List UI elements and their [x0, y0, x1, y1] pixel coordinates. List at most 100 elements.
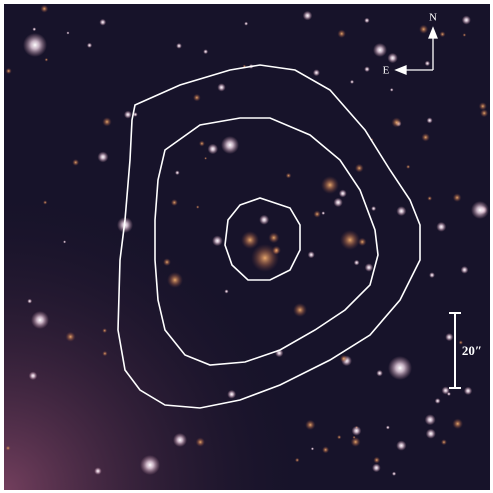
- star: [460, 266, 469, 274]
- star: [44, 57, 49, 62]
- star: [426, 117, 433, 124]
- star: [461, 15, 471, 25]
- star: [86, 42, 93, 48]
- star: [373, 43, 387, 57]
- star: [406, 164, 411, 169]
- star: [436, 221, 447, 232]
- star: [439, 31, 446, 38]
- star: [354, 163, 364, 173]
- star: [440, 439, 447, 446]
- star: [441, 386, 450, 395]
- star: [338, 189, 347, 198]
- star: [268, 232, 280, 244]
- star: [391, 117, 402, 128]
- north-label: N: [429, 12, 437, 24]
- star: [27, 298, 33, 304]
- middle-contour: [154, 117, 379, 366]
- star: [419, 24, 429, 34]
- star: [203, 49, 209, 55]
- star: [99, 18, 107, 26]
- east-label: E: [383, 65, 390, 77]
- star: [388, 356, 412, 380]
- east-arrowhead: [394, 65, 407, 75]
- star: [204, 156, 208, 160]
- star: [293, 303, 307, 317]
- star: [23, 33, 47, 57]
- star: [192, 93, 201, 102]
- star: [452, 193, 462, 202]
- star: [66, 31, 70, 35]
- star: [480, 109, 489, 118]
- star: [307, 251, 315, 259]
- star: [31, 311, 49, 329]
- contours: [117, 64, 421, 409]
- star: [244, 21, 249, 26]
- outer-contour: [117, 64, 421, 409]
- star: [339, 354, 348, 363]
- star: [43, 200, 48, 205]
- star: [463, 386, 473, 396]
- star: [102, 350, 108, 357]
- star: [195, 437, 205, 447]
- star: [207, 143, 219, 155]
- star: [429, 272, 435, 279]
- star: [170, 199, 178, 207]
- star: [102, 328, 108, 334]
- star: [259, 214, 270, 225]
- star: [445, 333, 454, 342]
- star: [163, 258, 171, 267]
- star: [224, 289, 229, 294]
- star: [336, 434, 342, 440]
- stars: [5, 4, 489, 476]
- star: [305, 419, 316, 431]
- star: [322, 446, 330, 454]
- star: [389, 88, 394, 92]
- star: [385, 425, 390, 430]
- star: [241, 231, 259, 249]
- star: [5, 445, 11, 451]
- star: [140, 455, 160, 475]
- star: [198, 140, 205, 147]
- star: [421, 133, 430, 142]
- star: [321, 176, 339, 194]
- star: [5, 67, 12, 75]
- star: [427, 195, 433, 201]
- star: [294, 457, 300, 463]
- star: [28, 371, 38, 381]
- star: [364, 17, 370, 24]
- star: [321, 211, 326, 215]
- star: [391, 471, 397, 476]
- star: [425, 428, 436, 439]
- star: [102, 117, 112, 127]
- star: [351, 425, 362, 436]
- star: [376, 369, 383, 377]
- star: [387, 52, 398, 64]
- star: [310, 447, 315, 451]
- star: [333, 197, 343, 208]
- star: [478, 102, 487, 111]
- scale-bar-label: 20″: [462, 343, 482, 358]
- star: [217, 83, 226, 92]
- star: [471, 201, 489, 219]
- star: [396, 440, 407, 451]
- star: [358, 237, 367, 247]
- star: [175, 170, 180, 176]
- star: [221, 136, 239, 154]
- star: [72, 159, 80, 166]
- star: [434, 398, 441, 404]
- compass: [394, 26, 438, 75]
- star: [373, 456, 381, 464]
- star: [195, 205, 200, 209]
- star: [123, 110, 132, 119]
- star: [313, 210, 321, 218]
- star: [371, 206, 377, 212]
- star: [396, 206, 407, 217]
- star: [227, 389, 237, 399]
- star: [251, 244, 279, 272]
- inner-contour: [224, 197, 301, 281]
- star: [364, 263, 374, 272]
- north-arrowhead: [428, 26, 438, 39]
- star: [340, 230, 360, 250]
